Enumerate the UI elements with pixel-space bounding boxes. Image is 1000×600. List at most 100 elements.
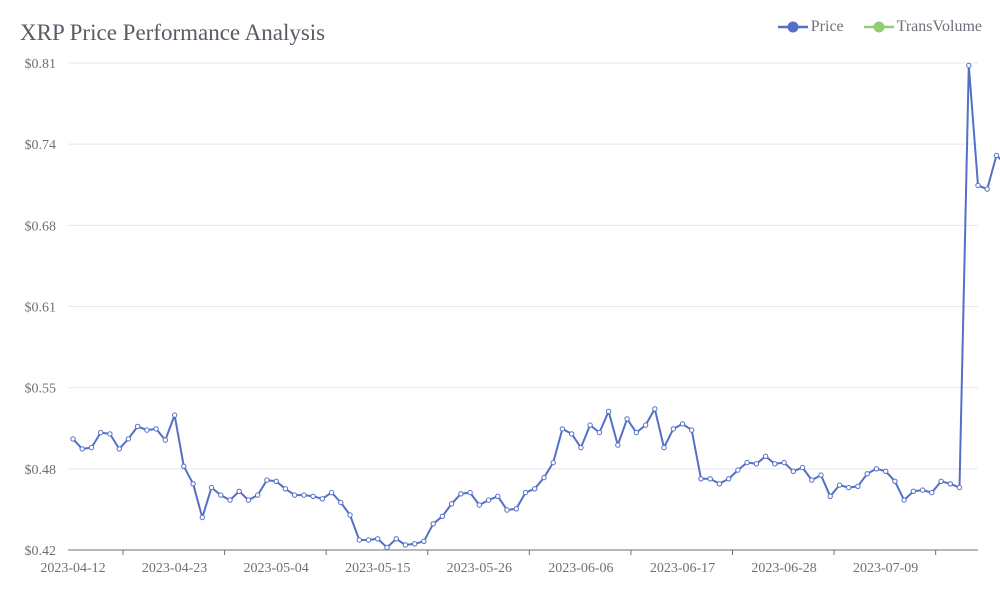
x-tick-label: 2023-06-28 <box>751 561 816 576</box>
price-point <box>541 474 547 481</box>
price-point <box>762 453 769 459</box>
price-point <box>319 496 325 502</box>
chart-title: XRP Price Performance Analysis <box>20 20 326 45</box>
price-point <box>984 186 990 192</box>
price-point <box>587 422 593 428</box>
price-point <box>744 459 750 466</box>
x-tick-label: 2023-06-17 <box>650 561 715 576</box>
price-point <box>596 429 603 436</box>
price-point <box>578 444 584 451</box>
price-point <box>301 492 307 498</box>
price-point <box>255 492 261 498</box>
price-point <box>559 426 566 432</box>
price-point <box>439 513 446 519</box>
price-point <box>652 406 658 412</box>
price-point <box>809 477 815 483</box>
price-point <box>605 408 612 415</box>
price-point <box>485 497 492 503</box>
y-tick-label: $0.42 <box>25 544 57 559</box>
price-point <box>883 468 889 474</box>
price-point <box>190 481 196 487</box>
price-point <box>735 467 741 473</box>
price-point <box>412 541 418 547</box>
price-point <box>116 446 122 452</box>
price-point <box>873 466 880 472</box>
price-point <box>171 412 178 418</box>
price-point <box>799 464 806 471</box>
price-point <box>310 493 316 499</box>
y-tick-label: $0.55 <box>25 382 57 397</box>
price-point <box>338 499 344 506</box>
price-point <box>532 486 538 492</box>
price-point <box>504 507 510 513</box>
price-point <box>975 182 981 189</box>
price-point <box>827 493 833 499</box>
price-point <box>476 502 482 508</box>
price-point <box>448 501 455 507</box>
price-point <box>846 484 852 491</box>
price-point <box>430 521 436 527</box>
price-point <box>836 482 843 488</box>
x-tick-label: 2023-04-12 <box>40 561 105 576</box>
price-point <box>790 468 796 474</box>
price-point <box>661 444 667 451</box>
y-tick-label: $0.48 <box>25 463 57 478</box>
price-point <box>716 481 723 487</box>
price-point <box>236 488 242 494</box>
price-point <box>901 497 907 503</box>
price-point <box>181 463 187 469</box>
legend-item-price[interactable]: Price <box>777 18 844 36</box>
price-point <box>245 497 252 503</box>
price-point <box>227 497 233 503</box>
price-point <box>356 537 362 543</box>
price-point <box>208 484 215 491</box>
price-point <box>153 426 159 432</box>
price-point <box>966 62 972 69</box>
legend: Price TransVolume <box>777 18 982 36</box>
x-tick-label: 2023-07-09 <box>853 561 918 576</box>
price-point <box>218 492 224 498</box>
price-point <box>633 429 639 436</box>
price-point <box>550 459 556 466</box>
price-point <box>615 442 621 448</box>
price-point <box>282 486 289 492</box>
x-tick-label: 2023-05-26 <box>447 561 512 576</box>
price-point <box>910 488 917 494</box>
x-tick-label: 2023-04-23 <box>142 561 207 576</box>
price-point <box>689 427 695 433</box>
y-tick-label: $0.81 <box>25 57 57 72</box>
price-point <box>402 542 409 548</box>
price-point <box>421 538 427 544</box>
price-point <box>393 536 399 542</box>
price-point <box>458 491 464 497</box>
x-tick-label: 2023-06-06 <box>548 561 613 576</box>
legend-item-transvolume[interactable]: TransVolume <box>863 18 982 36</box>
price-point <box>956 484 963 491</box>
price-point <box>365 537 372 543</box>
price-point <box>993 152 1000 159</box>
price-point <box>569 431 575 437</box>
price-point <box>624 416 630 422</box>
y-tick-label: $0.61 <box>25 301 57 316</box>
price-point <box>107 431 113 437</box>
legend-price-marker <box>777 21 808 33</box>
x-tick-label: 2023-05-04 <box>243 561 308 576</box>
legend-transvolume-marker <box>863 21 894 33</box>
legend-label-transvolume: TransVolume <box>896 18 982 35</box>
price-point <box>495 493 501 499</box>
price-point <box>79 446 85 452</box>
price-point <box>162 437 169 443</box>
price-point <box>929 489 935 496</box>
price-point <box>273 478 279 484</box>
price-point <box>818 472 824 478</box>
price-point <box>70 436 76 442</box>
price-point <box>919 487 926 493</box>
price-point <box>947 481 953 487</box>
price-point <box>892 478 898 484</box>
price-point <box>264 477 270 483</box>
price-point <box>513 506 519 512</box>
legend-label-price: Price <box>810 18 844 35</box>
price-point <box>134 423 141 430</box>
price-point <box>88 444 95 451</box>
